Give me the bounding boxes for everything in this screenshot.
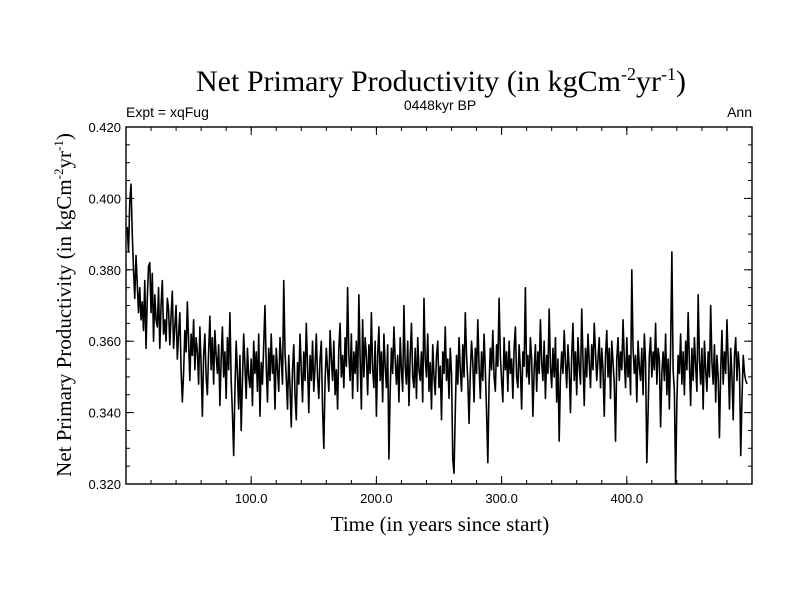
plot-frame bbox=[125, 126, 753, 485]
y-tick-label: 0.380 bbox=[88, 263, 121, 278]
ylabel-sup1: -2 bbox=[51, 169, 66, 180]
y-tick-label: 0.340 bbox=[88, 406, 121, 421]
x-axis-label: Time (in years since start) bbox=[331, 512, 550, 536]
x-tick-label: 300.0 bbox=[485, 491, 518, 506]
x-axis-ticks: 100.0 200.0 300.0 400.0 bbox=[150, 127, 728, 506]
y-tick-label: 0.360 bbox=[88, 334, 121, 349]
y-axis-label: Net Primary Productivity (in kgCm-2yr-1) bbox=[51, 133, 76, 477]
subtitle-experiment: Expt = xqFug bbox=[126, 104, 209, 120]
subtitle-period: 0448kyr BP bbox=[404, 97, 476, 113]
title-mid: yr bbox=[636, 65, 661, 98]
ylabel-mid: yr bbox=[52, 151, 76, 169]
npp-series-line bbox=[126, 183, 748, 485]
title-sup2: -1 bbox=[661, 64, 676, 84]
ylabel-main: Net Primary Productivity (in kgCm bbox=[52, 179, 76, 476]
ylabel-end: ) bbox=[52, 133, 76, 140]
x-tick-label: 100.0 bbox=[235, 491, 268, 506]
title-main: Net Primary Productivity (in kgCm bbox=[196, 65, 621, 98]
ylabel-sup2: -1 bbox=[51, 140, 66, 151]
y-tick-label: 0.320 bbox=[88, 477, 121, 492]
y-tick-label: 0.400 bbox=[88, 191, 121, 206]
subtitle-season: Ann bbox=[727, 104, 752, 120]
y-tick-label: 0.420 bbox=[88, 120, 121, 135]
x-tick-label: 200.0 bbox=[360, 491, 393, 506]
title-sup1: -2 bbox=[621, 64, 636, 84]
title-end: ) bbox=[676, 65, 686, 98]
chart-title: Net Primary Productivity (in kgCm-2yr-1) bbox=[196, 64, 686, 98]
x-tick-label: 400.0 bbox=[611, 491, 644, 506]
